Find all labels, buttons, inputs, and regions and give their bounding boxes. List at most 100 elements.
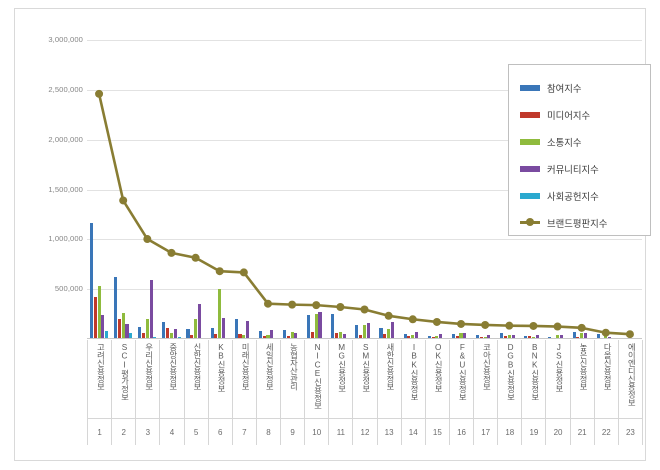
- x-axis-rank-label: 19: [529, 427, 539, 437]
- x-axis-column: IBK신용정보 14: [401, 340, 426, 445]
- y-axis-tick-label: 2,500,000: [48, 84, 83, 94]
- legend-item[interactable]: 참여지수: [520, 74, 650, 101]
- line-marker: [505, 321, 514, 330]
- x-axis-category-label: 에이엔디신용정보: [626, 343, 636, 407]
- line-marker: [239, 268, 248, 277]
- bar: [583, 333, 587, 339]
- bar: [507, 335, 511, 339]
- bar: [411, 335, 415, 339]
- x-axis-category-label: 다올신용정보: [602, 343, 612, 391]
- bar: [415, 332, 419, 339]
- bar: [535, 335, 539, 339]
- bar: [331, 313, 335, 339]
- gridline: [87, 189, 642, 191]
- bar: [286, 335, 290, 339]
- x-axis-column: 높은신용정보 21: [570, 340, 595, 445]
- legend-item[interactable]: 커뮤니티지수: [520, 155, 650, 182]
- line-marker: [577, 323, 586, 332]
- x-axis-column: F&U신용정보 16: [449, 340, 475, 445]
- gridline: [87, 289, 642, 291]
- x-axis-column: DGB신용정보 18: [498, 340, 523, 445]
- y-axis-tick-label: 3,000,000: [48, 35, 83, 44]
- chart-container: 3,000,000 2,500,000 2,000,000 1,500,000 1,00…: [14, 8, 651, 461]
- x-axis-column: 세일신용정보 8: [256, 340, 282, 445]
- legend-swatch-icon: [520, 84, 540, 91]
- x-axis-column: 코아신용정보 17: [474, 340, 499, 445]
- x-axis-rank-label: 15: [432, 427, 442, 437]
- line-marker: [481, 320, 490, 329]
- bar: [576, 336, 580, 339]
- x-axis-column: KB신용정보 6: [208, 340, 233, 445]
- bar: [379, 327, 383, 339]
- bar: [162, 322, 166, 339]
- y-axis-tick-label: 1,500,000: [48, 184, 83, 194]
- bar: [524, 335, 528, 339]
- x-axis-name-cell: F&U신용정보: [449, 340, 474, 419]
- bar: [234, 318, 238, 339]
- x-axis-name-cell: 새한신용정보: [377, 340, 401, 419]
- x-axis-category-label: SM신용정보: [361, 343, 371, 393]
- bar: [387, 328, 391, 339]
- x-axis-category-label: 중앙신용정보: [168, 343, 178, 391]
- x-axis-column: 고려신용정보 1: [88, 340, 113, 445]
- x-axis-name-cell: 높은신용정보: [570, 340, 594, 419]
- line-marker: [215, 267, 224, 276]
- x-axis-name-cell: BNK신용정보: [522, 340, 546, 419]
- bar: [93, 297, 97, 339]
- legend-item[interactable]: 미디어지수: [520, 101, 650, 128]
- bar: [318, 311, 322, 339]
- bar: [366, 322, 370, 339]
- bar: [479, 336, 483, 339]
- bar: [555, 335, 560, 339]
- x-axis-category-label: 고려신용정보: [95, 343, 105, 391]
- bar: [290, 331, 294, 339]
- bar: [455, 336, 459, 339]
- legend-swatch-icon: [520, 138, 540, 145]
- x-axis-name-cell: IBK신용정보: [401, 340, 425, 419]
- line-marker: [457, 319, 466, 328]
- bar: [270, 329, 274, 339]
- legend-item[interactable]: 사회공헌지수: [520, 182, 650, 209]
- x-axis-category-label: DGB신용정보: [506, 343, 516, 401]
- x-axis-rank-label: 20: [553, 427, 563, 437]
- x-axis-name-cell: KB신용정보: [208, 340, 232, 419]
- x-axis-rank-label: 2: [121, 427, 126, 437]
- gridline: [87, 239, 642, 241]
- bar: [500, 333, 504, 339]
- legend-item[interactable]: 브랜드평판지수: [520, 209, 650, 236]
- x-axis-category-label: KB신용정보: [216, 343, 226, 393]
- line-marker: [191, 253, 200, 262]
- legend-item-label: 미디어지수: [547, 109, 591, 121]
- x-axis-column: NICE신용정보 10: [305, 340, 330, 445]
- line-marker: [263, 299, 272, 308]
- x-axis-rank-label: 5: [193, 427, 199, 437]
- x-axis-category-label: 신한신용정보: [192, 343, 202, 391]
- x-axis-category-label: 세일신용정보: [264, 343, 274, 391]
- y-axis-tick-label: 500,000: [54, 284, 83, 294]
- bar: [129, 333, 133, 339]
- x-axis-name-cell: SCI평가정보: [112, 340, 136, 419]
- x-axis-rank-label: 7: [242, 427, 247, 437]
- line-marker: [625, 330, 634, 339]
- x-axis-name-cell: 다올신용정보: [594, 340, 618, 419]
- x-axis-rank-label: 14: [408, 427, 418, 437]
- bar: [258, 330, 262, 339]
- x-axis-rank-label: 8: [266, 427, 271, 437]
- bar: [266, 335, 270, 339]
- gridline: [87, 89, 642, 91]
- x-axis-column: 미래신용정보 7: [232, 340, 257, 445]
- x-axis-rank-label: 4: [169, 427, 175, 437]
- bar: [214, 334, 218, 339]
- x-axis-name-cell: 고려신용정보: [88, 340, 112, 419]
- x-axis-category-label: F&U신용정보: [457, 343, 467, 401]
- bar: [121, 312, 125, 339]
- x-axis-name-cell: 농협자산관리: [281, 340, 305, 419]
- bar: [459, 333, 463, 339]
- bar: [475, 335, 480, 339]
- bar: [166, 328, 170, 339]
- x-axis-rank-label: 1: [97, 427, 102, 437]
- x-axis-name-cell: NICE신용정보: [305, 340, 329, 419]
- legend-item[interactable]: 소통지수: [520, 128, 650, 155]
- bar: [218, 289, 222, 339]
- x-axis-labels-table: 고려신용정보 1 SCI평가정보 2 우리신용정보 3 중앙신용정보 4 신한신용정보 5 KB신용…: [87, 340, 643, 445]
